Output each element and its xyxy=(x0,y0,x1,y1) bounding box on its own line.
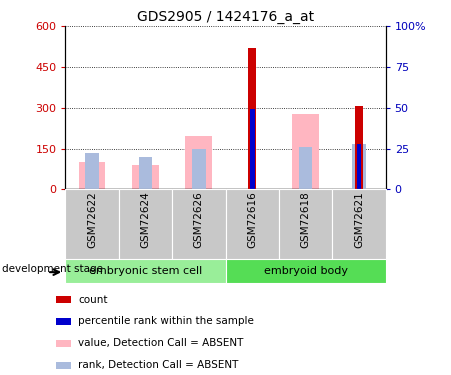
Bar xyxy=(226,189,279,259)
Bar xyxy=(56,340,71,347)
Bar xyxy=(355,106,363,189)
Text: development stage: development stage xyxy=(2,264,103,274)
Bar xyxy=(352,144,366,189)
Bar xyxy=(248,48,256,189)
Bar xyxy=(226,259,386,283)
Bar xyxy=(132,165,159,189)
Title: GDS2905 / 1424176_a_at: GDS2905 / 1424176_a_at xyxy=(137,10,314,24)
Bar xyxy=(192,148,206,189)
Bar xyxy=(79,162,106,189)
Bar xyxy=(332,189,386,259)
Text: GSM72618: GSM72618 xyxy=(300,192,311,248)
Text: rank, Detection Call = ABSENT: rank, Detection Call = ABSENT xyxy=(78,360,239,370)
Bar xyxy=(292,114,319,189)
Text: embryonic stem cell: embryonic stem cell xyxy=(89,266,202,276)
Bar xyxy=(65,259,226,283)
Bar xyxy=(357,144,361,189)
Bar xyxy=(65,189,119,259)
Bar xyxy=(172,189,226,259)
Text: GSM72621: GSM72621 xyxy=(354,192,364,248)
Text: percentile rank within the sample: percentile rank within the sample xyxy=(78,316,254,327)
Text: GSM72626: GSM72626 xyxy=(194,192,204,248)
Bar xyxy=(279,189,332,259)
Bar xyxy=(85,153,99,189)
Text: GSM72624: GSM72624 xyxy=(140,192,151,248)
Bar xyxy=(56,296,71,303)
Text: value, Detection Call = ABSENT: value, Detection Call = ABSENT xyxy=(78,338,244,348)
Text: GSM72616: GSM72616 xyxy=(247,192,257,248)
Text: embryoid body: embryoid body xyxy=(263,266,348,276)
Text: count: count xyxy=(78,294,108,304)
Bar xyxy=(138,157,152,189)
Bar xyxy=(56,362,71,369)
Bar xyxy=(185,136,212,189)
Text: GSM72622: GSM72622 xyxy=(87,192,97,248)
Bar xyxy=(119,189,172,259)
Bar xyxy=(250,110,254,189)
Bar xyxy=(299,147,313,189)
Bar xyxy=(56,318,71,325)
